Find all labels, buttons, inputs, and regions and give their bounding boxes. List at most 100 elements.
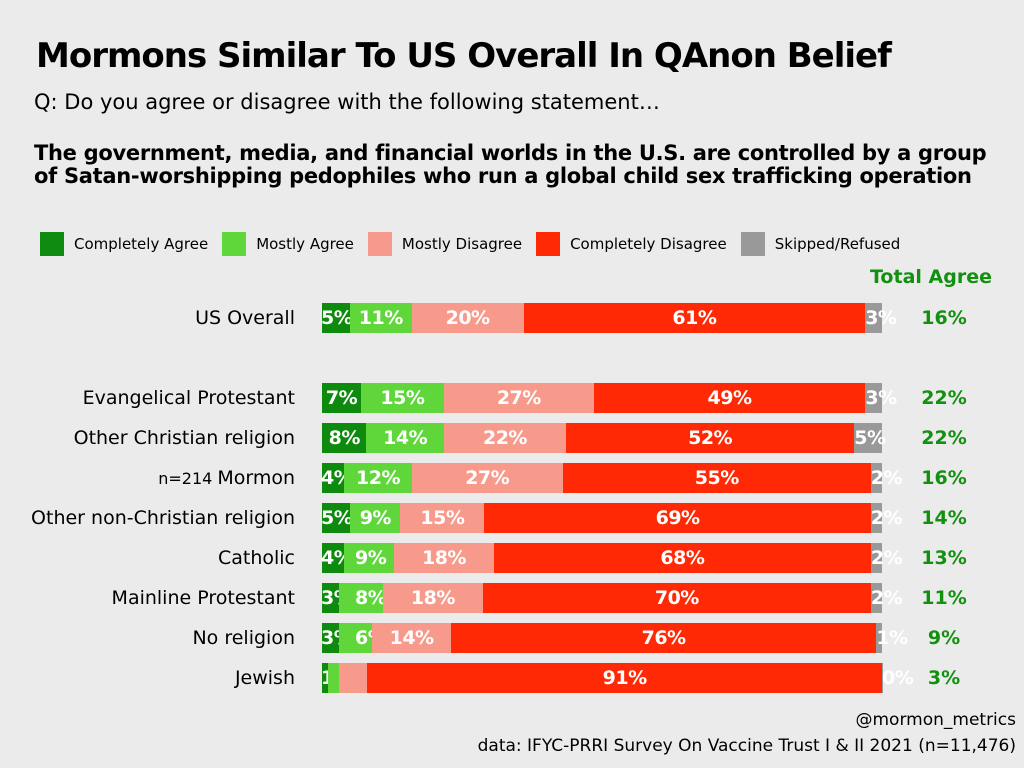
legend-swatch xyxy=(222,232,247,256)
bar-segment-label: 3% xyxy=(865,307,897,329)
data-source: data: IFYC-PRRI Survey On Vaccine Trust … xyxy=(477,736,1016,756)
chart-title: Mormons Similar To US Overall In QAnon B… xyxy=(36,36,892,76)
category-label: Other non-Christian religion xyxy=(31,507,295,529)
bar-segment xyxy=(565,423,855,453)
bar-segment xyxy=(870,503,882,533)
bar-segment xyxy=(344,543,395,573)
bar-segment-label: 7% xyxy=(325,387,358,409)
bar-segment xyxy=(322,303,350,333)
bar-segment xyxy=(322,623,339,653)
bar-segment-label: 14% xyxy=(389,627,434,649)
bar-segment xyxy=(338,623,373,653)
bar-segment xyxy=(450,623,877,653)
total-agree-value: 22% xyxy=(921,387,967,409)
legend-swatch xyxy=(536,232,561,256)
category-label: Jewish xyxy=(235,667,295,689)
total-agree-value: 13% xyxy=(921,547,967,569)
bar-segment xyxy=(882,663,883,693)
bar-segment-label: 15% xyxy=(420,507,465,529)
total-agree-value: 11% xyxy=(921,587,967,609)
category-label: Other Christian religion xyxy=(74,427,295,449)
bar-segment-label: 9% xyxy=(355,547,387,569)
bar-segment xyxy=(327,663,339,693)
total-agree-header: Total Agree xyxy=(870,266,992,288)
bar-segment-label: 27% xyxy=(496,387,541,409)
bar-segment-label: 2% xyxy=(870,507,903,529)
bar-segment-label: 15% xyxy=(380,387,425,409)
bar-segment-label: 70% xyxy=(654,587,699,609)
category-label: Catholic xyxy=(218,547,295,569)
category-name: Jewish xyxy=(234,667,295,689)
bar-segment-label: 8% xyxy=(328,427,361,449)
bar-segment-label: 3% xyxy=(865,387,897,409)
bar-segment-label: 8% xyxy=(355,587,387,609)
bar-segment xyxy=(322,423,367,453)
bar-segment xyxy=(870,583,882,613)
bar-segment xyxy=(400,503,485,533)
bar-segment-label: 1% xyxy=(876,627,908,649)
bar-segment-label: 52% xyxy=(688,427,733,449)
bar-segment-label: 55% xyxy=(694,467,739,489)
bar-segment xyxy=(876,623,882,653)
bar-segment xyxy=(366,423,444,453)
category-label: Mainline Protestant xyxy=(112,587,295,609)
bar-segment-label: 12% xyxy=(356,467,400,489)
bar-segment xyxy=(344,463,412,493)
bar-segment-label: 91% xyxy=(602,667,647,689)
bar-segment xyxy=(593,383,866,413)
category-name: Mainline Protestant xyxy=(111,587,295,609)
total-agree-value: 9% xyxy=(927,627,961,649)
bar-segment-label: 14% xyxy=(383,427,428,449)
bar-segment-label: 61% xyxy=(672,307,717,329)
bar-segment-label: 2% xyxy=(870,467,903,489)
survey-statement: The government, media, and financial wor… xyxy=(34,141,987,188)
bar-segment xyxy=(322,463,345,493)
legend-label: Completely Disagree xyxy=(570,235,727,253)
legend-item: Completely Disagree xyxy=(536,232,727,256)
author-handle: @mormon_metrics xyxy=(855,710,1017,730)
bar-segment xyxy=(411,303,524,333)
bar-segment-label: 9% xyxy=(359,507,392,529)
bar-segment xyxy=(382,583,483,613)
category-name: Evangelical Protestant xyxy=(82,387,295,409)
bar-segment xyxy=(482,583,871,613)
total-agree-value: 16% xyxy=(921,307,967,329)
bar-segment xyxy=(870,463,882,493)
legend-item: Mostly Agree xyxy=(222,232,354,256)
bar-segment-label: 49% xyxy=(707,387,752,409)
bar-segment-label: 2% xyxy=(870,587,903,609)
bar-segment xyxy=(322,583,339,613)
bar-segment xyxy=(338,583,383,613)
bar-segment-label: 20% xyxy=(445,307,490,329)
total-agree-value: 14% xyxy=(921,507,967,529)
category-label: n=214 Mormon xyxy=(158,467,295,489)
bar-segment-label: 5% xyxy=(854,427,886,449)
category-name: Other non-Christian religion xyxy=(31,507,295,529)
bar-segment-label: 76% xyxy=(641,627,686,649)
bar-segment xyxy=(865,303,882,333)
bar-segment-label: 5% xyxy=(321,507,353,529)
bar-segment-label: 27% xyxy=(465,467,510,489)
bar-segment-label: 18% xyxy=(421,547,466,569)
bar-segment-label: 22% xyxy=(482,427,527,449)
bar-segment xyxy=(411,463,563,493)
bar-segment xyxy=(854,423,882,453)
bar-segment-label: 0% xyxy=(882,667,914,689)
bar-segment xyxy=(372,623,451,653)
category-label: Evangelical Protestant xyxy=(83,387,295,409)
category-name: No religion xyxy=(192,627,295,649)
bar-segment xyxy=(865,383,882,413)
category-name: Other Christian religion xyxy=(73,427,295,449)
bar-segment xyxy=(443,383,594,413)
bar-segment-label: 11% xyxy=(358,307,403,329)
bar-segment xyxy=(394,543,494,573)
category-label: US Overall xyxy=(195,307,295,329)
legend-label: Completely Agree xyxy=(74,235,209,253)
legend: Completely Agree Mostly Agree Mostly Disag… xyxy=(40,232,900,256)
bar-segment-label: 2% xyxy=(870,547,903,569)
legend-item: Completely Agree xyxy=(40,232,208,256)
bar-segment-label: 5% xyxy=(321,307,353,329)
bar-segment xyxy=(443,423,566,453)
chart-subtitle: Q: Do you agree or disagree with the fol… xyxy=(34,90,660,114)
legend-swatch xyxy=(40,232,64,256)
